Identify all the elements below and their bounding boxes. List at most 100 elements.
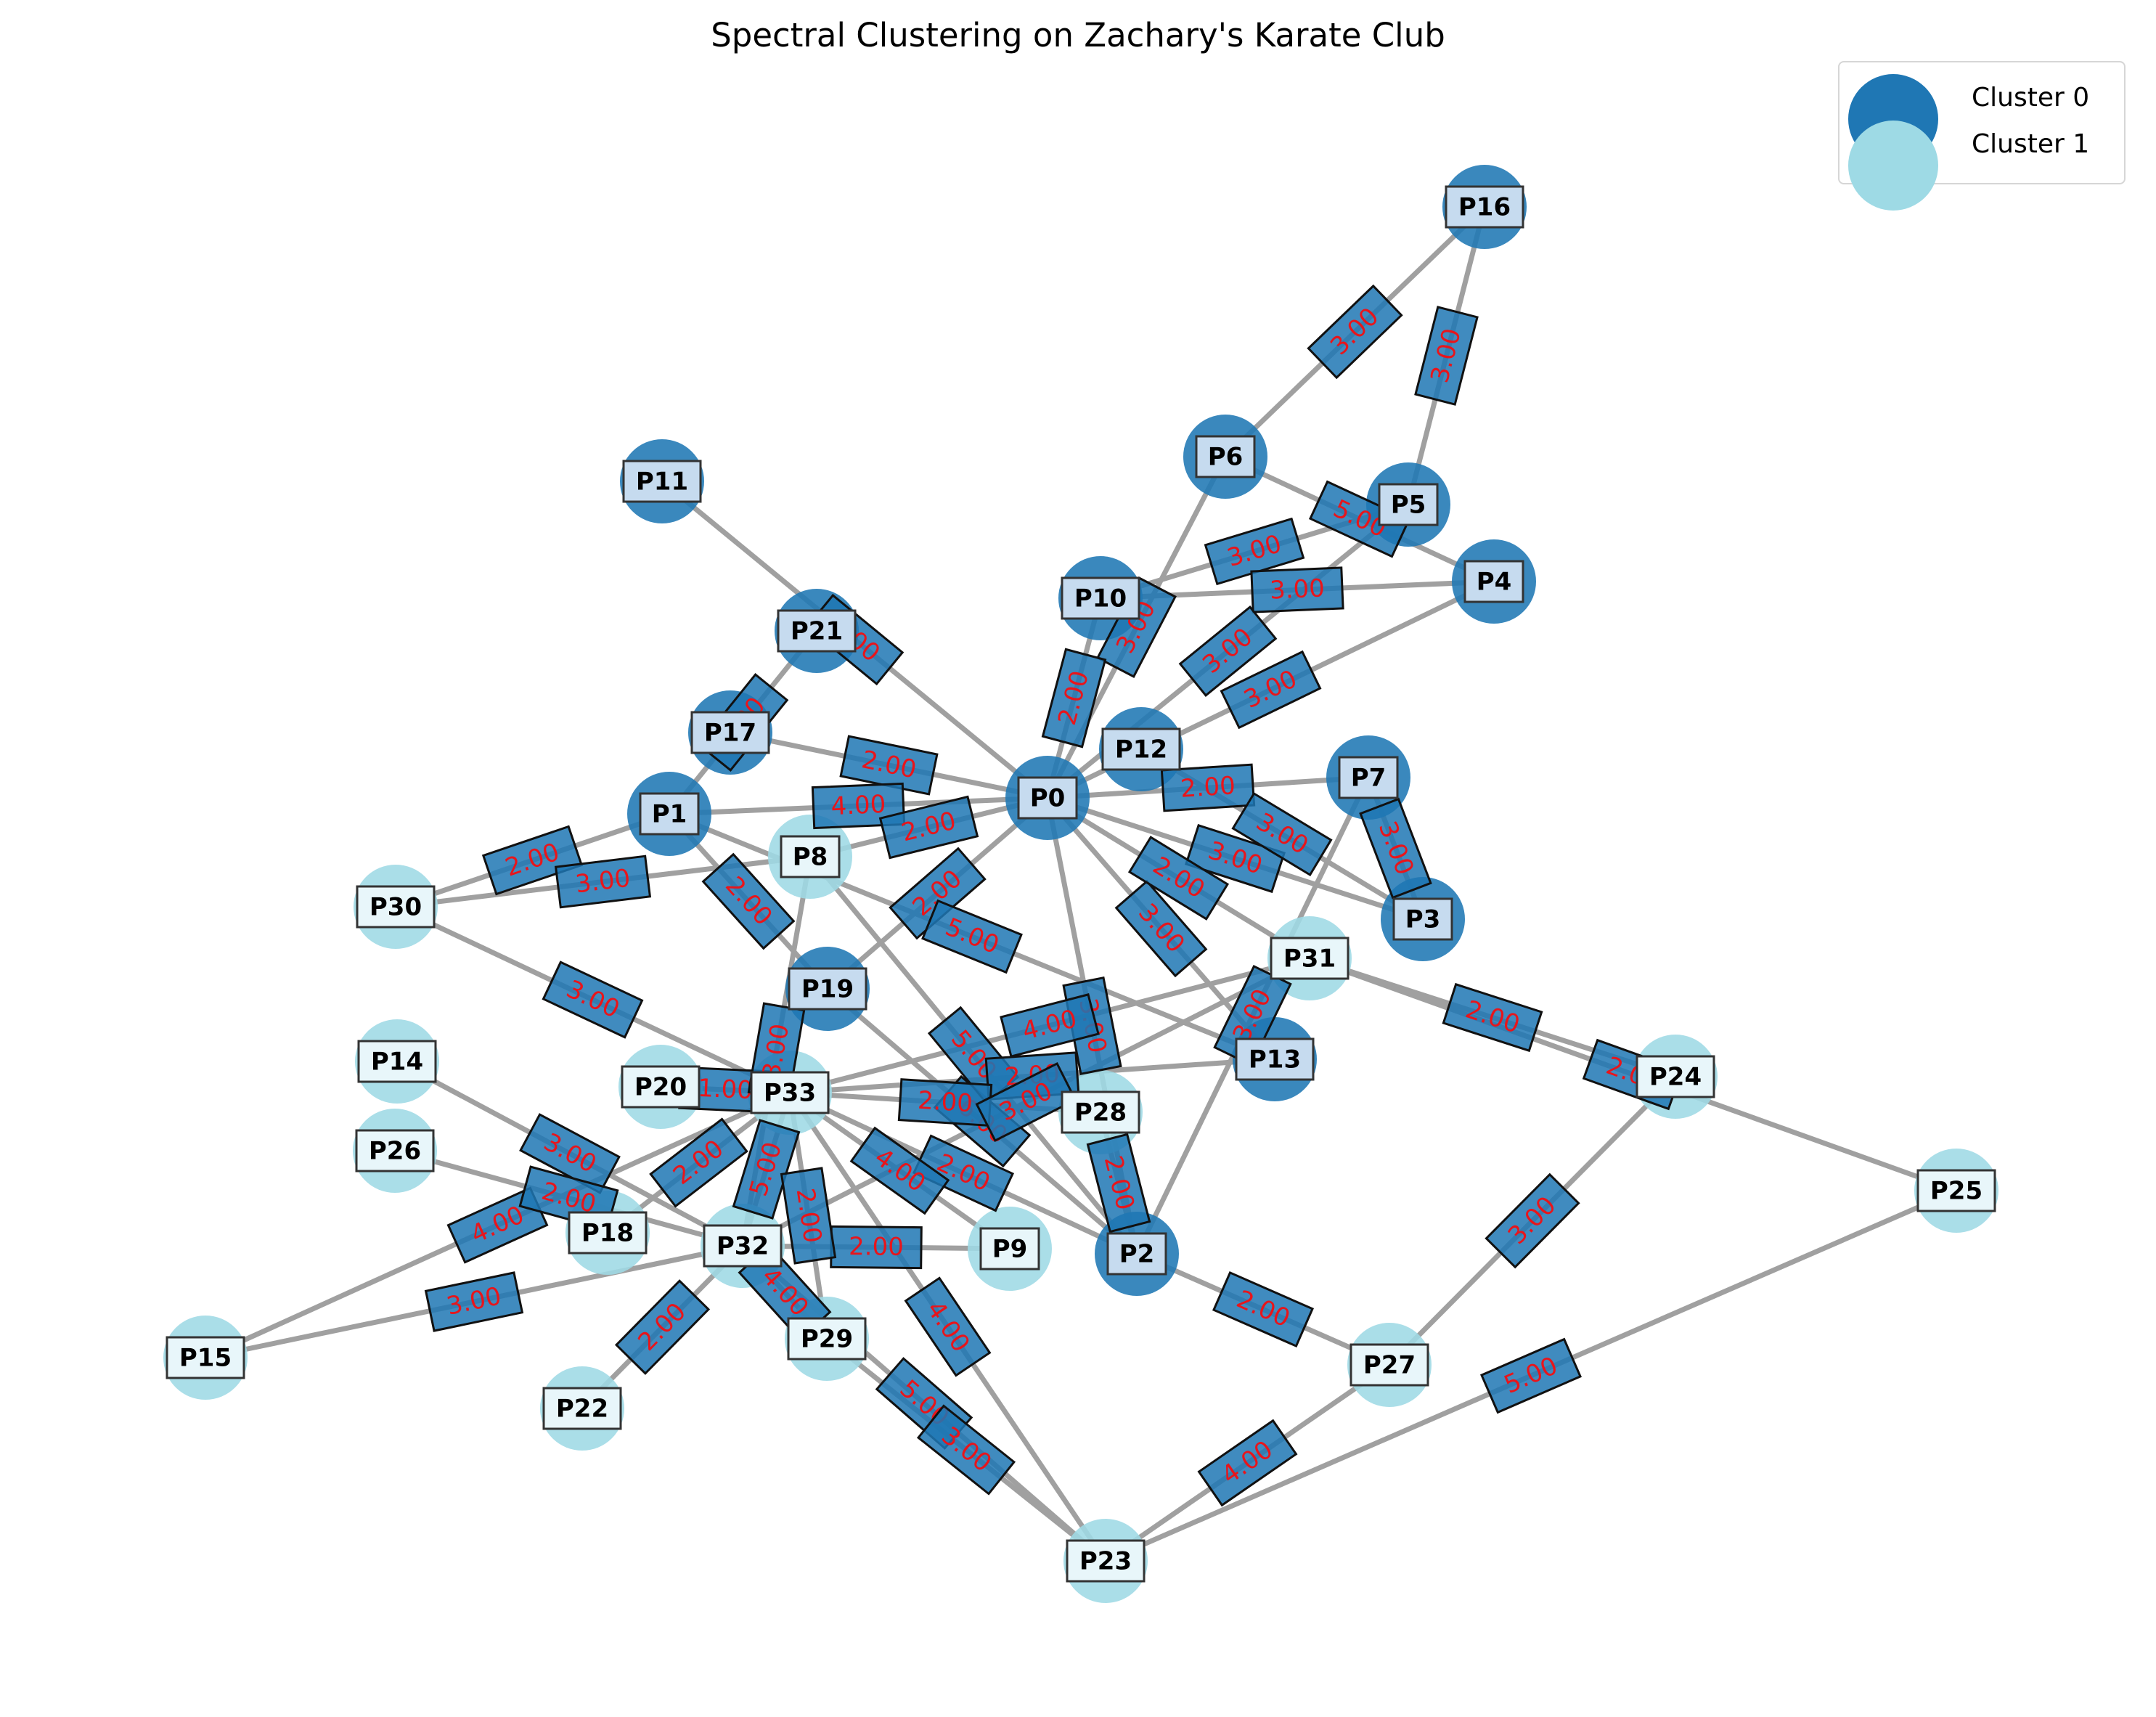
edge-weight-box — [912, 1134, 1015, 1212]
node-label-box — [1235, 1037, 1315, 1081]
node-label-box — [1066, 1539, 1146, 1583]
edge-weight-label: 3.00 — [1220, 650, 1322, 730]
node-label-text: P25 — [1930, 1177, 1983, 1206]
edge-weight-box — [975, 1061, 1077, 1143]
edge-weight-label: 1.00 — [678, 1066, 772, 1114]
edge-weight-label: 2.00 — [614, 1279, 711, 1375]
node-label-text: P24 — [1649, 1063, 1702, 1092]
node-label-box — [1378, 483, 1439, 526]
legend-item-cluster-0: Cluster 0 — [1839, 74, 2124, 164]
node-label-box — [1270, 937, 1349, 980]
edge-weight-label: 2.00 — [1041, 648, 1107, 749]
node-label-box — [777, 609, 857, 653]
node-label-p22: P22 — [542, 1387, 622, 1430]
node-label-text: P6 — [1208, 443, 1244, 472]
node-label-text: P21 — [791, 617, 843, 646]
node-label-p10: P10 — [1061, 576, 1140, 620]
node-label-p4: P4 — [1463, 560, 1524, 603]
edge-weight-label: 3.00 — [424, 1271, 524, 1332]
edge-weight-box — [1127, 836, 1230, 921]
node-label-box — [690, 711, 770, 754]
edge-weight-box — [519, 1113, 621, 1194]
edge-weight-box — [1185, 823, 1286, 894]
node-label-p25: P25 — [1916, 1169, 1996, 1212]
node-label-box — [1195, 435, 1256, 478]
node-label-p30: P30 — [356, 885, 436, 929]
node-label-p7: P7 — [1338, 756, 1399, 799]
edge-weight-box — [904, 1276, 992, 1377]
edge-weight-box — [780, 1167, 837, 1265]
node-label-p14: P14 — [357, 1040, 437, 1083]
node-label-text: P12 — [1115, 735, 1167, 764]
edge-weight-label: 4.00 — [904, 1276, 992, 1377]
edge-weight-box — [1220, 650, 1322, 730]
node-label-box — [1061, 1090, 1140, 1134]
edge-weight-text: 3.00 — [1269, 574, 1325, 605]
node-label-text: P13 — [1249, 1045, 1301, 1074]
legend-marker-cluster-1 — [1848, 121, 1938, 211]
edge-weight-label: 5.00 — [1480, 1337, 1582, 1414]
node-label-text: P9 — [992, 1235, 1028, 1264]
node-label-box — [1017, 776, 1078, 820]
edge-weight-box — [811, 782, 906, 830]
node-label-p21: P21 — [777, 609, 857, 653]
node-label-box — [166, 1336, 245, 1379]
edges-layer — [204, 205, 1958, 1564]
node-label-box — [542, 1387, 622, 1430]
node-label-text: P3 — [1405, 905, 1441, 934]
edge-weight-text: 3.00 — [573, 864, 632, 900]
edge-weight-text: 2.00 — [1180, 771, 1236, 804]
edge-weight-box — [1485, 1172, 1580, 1269]
node-label-box — [1636, 1055, 1715, 1098]
edge-weight-label: 2.00 — [897, 1078, 993, 1127]
edge-weight-label: 3.00 — [1414, 306, 1479, 406]
edge-weight-box — [1250, 566, 1344, 613]
edge-weight-box — [1000, 993, 1100, 1058]
legend-label-cluster-1: Cluster 1 — [1972, 129, 2090, 159]
node-label-box — [1916, 1169, 1996, 1212]
edge-weight-label: 2.00 — [1160, 763, 1256, 812]
node-label-box — [622, 460, 702, 503]
edge-weight-box — [1359, 797, 1432, 900]
node-label-p5: P5 — [1378, 483, 1439, 526]
legend-label-cluster-0: Cluster 0 — [1972, 83, 2090, 113]
node-label-text: P29 — [801, 1325, 853, 1354]
edge-weight-label: 3.00 — [1307, 284, 1403, 380]
node-label-text: P16 — [1458, 193, 1511, 222]
node-label-text: P33 — [764, 1079, 816, 1108]
node-label-box — [1061, 576, 1140, 620]
node-label-text: P2 — [1119, 1240, 1155, 1269]
edge-weight-box — [1197, 1419, 1298, 1507]
node-label-box — [788, 967, 867, 1011]
node-label-text: P10 — [1074, 584, 1127, 613]
edge-weight-box — [649, 1117, 748, 1208]
node-label-box — [780, 835, 841, 878]
node-label-p0: P0 — [1017, 776, 1078, 820]
node-label-p31: P31 — [1270, 937, 1349, 980]
nodes-layer — [163, 165, 1998, 1603]
node-label-text: P4 — [1477, 568, 1512, 597]
edge-weight-box — [1114, 879, 1208, 978]
edge-weight-box — [1307, 284, 1403, 380]
edge-weight-box — [1442, 982, 1543, 1053]
edge-weight-box — [701, 852, 796, 950]
node-label-text: P15 — [179, 1344, 232, 1373]
edge-weight-text: 1.00 — [697, 1074, 753, 1105]
edge-weight-label: 2.00 — [780, 1167, 837, 1265]
node-label-p17: P17 — [690, 711, 770, 754]
edge-weight-label: 3.00 — [1485, 1172, 1580, 1269]
node-label-text: P1 — [652, 800, 687, 829]
node-label-p28: P28 — [1061, 1090, 1140, 1134]
edge-weight-box — [921, 899, 1023, 974]
node-label-text: P5 — [1391, 491, 1426, 520]
edge-weight-label: 4.00 — [738, 1244, 832, 1341]
edge-weight-box — [1308, 480, 1411, 558]
edge-weight-label: 3.00 — [1204, 517, 1305, 586]
node-label-text: P7 — [1351, 764, 1387, 793]
edge-weight-box — [1160, 763, 1256, 812]
node-label-p19: P19 — [788, 967, 867, 1011]
node-label-text: P27 — [1363, 1351, 1416, 1380]
node-label-p27: P27 — [1349, 1343, 1429, 1387]
node-label-text: P8 — [793, 843, 828, 872]
edge-weight-label: 3.00 — [554, 855, 652, 909]
